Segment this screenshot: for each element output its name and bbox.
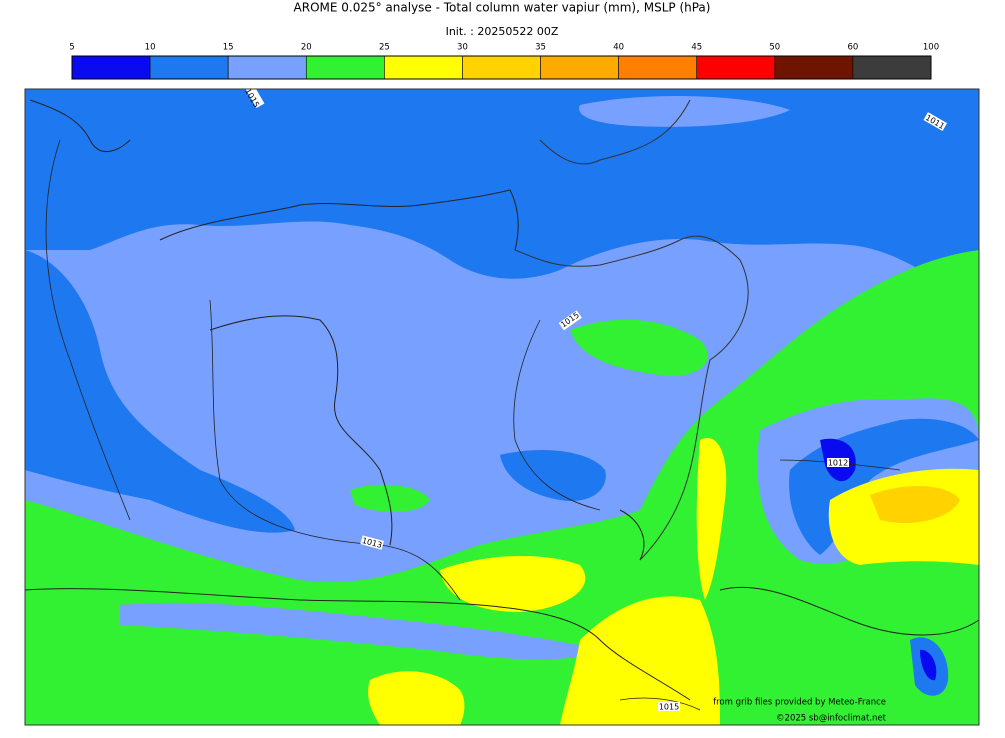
map: 1015 1011 1015 1012 1013 1015 from grib … — [24, 84, 980, 726]
region-5-10 — [920, 649, 937, 681]
colorbar-bin — [462, 55, 541, 80]
colorbar-tick-label: 45 — [691, 43, 702, 53]
title: AROME 0.025° analyse - Total column wate… — [294, 1, 711, 15]
colorbar-bin — [540, 55, 619, 80]
colorbar-tick-label: 25 — [379, 43, 390, 53]
region-25-30 — [368, 671, 465, 725]
colorbar-tick-label: 15 — [223, 43, 234, 53]
colorbar-bin — [149, 55, 229, 80]
region-10-15 — [25, 89, 979, 300]
region-20-25 — [25, 250, 979, 725]
region-25-30 — [696, 438, 727, 600]
isobar-label-box — [827, 458, 849, 467]
colorbar-frame — [71, 55, 932, 80]
colorbar-bin — [305, 55, 385, 80]
colorbar-bin — [774, 55, 854, 80]
map-frame — [24, 88, 980, 726]
borders — [514, 99, 749, 561]
region-15-20 — [120, 602, 600, 660]
colorbar-tick-label: 50 — [769, 43, 780, 53]
isobar-label: 1015 — [659, 703, 679, 712]
isobar-label-box — [558, 310, 582, 331]
colorbar-tick-label: 40 — [613, 43, 624, 53]
colorbar-tick-label: 30 — [457, 43, 468, 53]
isobar-label-box — [360, 535, 384, 550]
init-time: Init. : 20250522 00Z — [446, 25, 559, 38]
colorbar: 5 10 15 20 25 30 35 40 45 50 60 100 — [69, 43, 939, 80]
colorbar-tick-label: 60 — [847, 43, 858, 53]
isobar-label-box — [658, 702, 680, 711]
colorbar-bin — [618, 55, 698, 80]
colorbar-bin — [696, 55, 776, 80]
region-25-30 — [560, 596, 720, 725]
region-15-20 — [579, 95, 790, 127]
coastlines — [24, 99, 980, 701]
colorbar-bin — [384, 55, 463, 80]
colorbar-bin — [71, 55, 151, 80]
isobar-label: 1012 — [828, 459, 848, 468]
region-30-35 — [870, 485, 960, 524]
colorbar-bin — [227, 55, 307, 80]
colorbar-tick-label: 5 — [69, 43, 74, 53]
colorbar-tick-label: 100 — [923, 43, 939, 53]
colorbar-tick-label: 20 — [301, 43, 312, 53]
region-10-15 — [25, 250, 295, 533]
credit: ©2025 sb@infoclimat.net — [776, 714, 887, 724]
colorbar-tick-label: 35 — [535, 43, 546, 53]
region-20-25 — [570, 319, 708, 376]
colorbar-bin — [852, 55, 932, 80]
isobar-label-box — [245, 84, 265, 109]
colorbar-tick-label: 10 — [145, 43, 156, 53]
credit: from grib files provided by Meteo-France — [713, 698, 886, 708]
region-20-25 — [350, 484, 430, 512]
isobar-label-box — [923, 112, 948, 131]
region-25-30 — [440, 555, 586, 612]
